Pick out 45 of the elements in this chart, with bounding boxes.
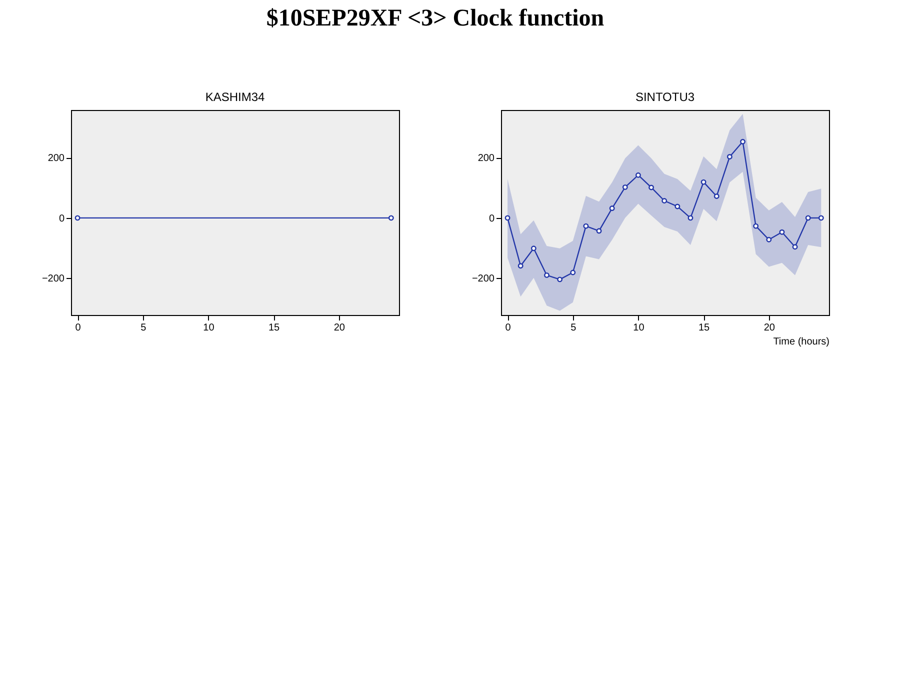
chart-title: KASHIM34 bbox=[205, 90, 265, 104]
point bbox=[557, 276, 563, 282]
y-tick-label: 200 bbox=[48, 153, 65, 164]
y-tick-label: −200 bbox=[472, 274, 495, 285]
point bbox=[583, 223, 589, 229]
point bbox=[740, 138, 746, 144]
point bbox=[530, 246, 536, 252]
point bbox=[504, 215, 510, 221]
x-tick-label: 10 bbox=[203, 322, 215, 334]
x-tick-label: 0 bbox=[505, 322, 512, 334]
x-tick-label: 5 bbox=[570, 322, 577, 334]
point bbox=[635, 172, 641, 178]
point bbox=[766, 236, 772, 242]
point bbox=[726, 154, 732, 160]
x-tick-label: 10 bbox=[633, 322, 645, 334]
point bbox=[753, 223, 759, 229]
x-tick-label: 15 bbox=[698, 322, 710, 334]
point bbox=[570, 270, 576, 276]
y-tick-label: 0 bbox=[58, 213, 65, 224]
point bbox=[818, 215, 824, 221]
point bbox=[714, 194, 720, 199]
point bbox=[674, 204, 680, 210]
point bbox=[688, 215, 694, 221]
x-tick-label: 5 bbox=[140, 322, 147, 334]
point bbox=[662, 198, 668, 204]
x-tick-label: 20 bbox=[764, 322, 776, 334]
point bbox=[544, 272, 550, 278]
point bbox=[779, 229, 785, 235]
point bbox=[700, 179, 706, 185]
point bbox=[596, 228, 602, 234]
point bbox=[805, 215, 811, 221]
text: $10SEP29XF <3> Clock function bbox=[266, 6, 604, 32]
point bbox=[648, 184, 654, 190]
point bbox=[792, 244, 798, 250]
y-tick-label: −200 bbox=[42, 274, 65, 285]
point bbox=[622, 184, 628, 190]
x-tick-label: 20 bbox=[334, 322, 346, 334]
point bbox=[518, 263, 524, 269]
x-tick-label: 15 bbox=[268, 322, 280, 334]
x-axis-title: Time (hours) bbox=[773, 336, 830, 348]
y-tick-label: 200 bbox=[478, 153, 495, 164]
x-tick-label: 0 bbox=[75, 322, 82, 334]
y-tick-label: 0 bbox=[488, 213, 495, 224]
chart-title: SINTOTU3 bbox=[635, 90, 695, 104]
point bbox=[609, 206, 615, 211]
